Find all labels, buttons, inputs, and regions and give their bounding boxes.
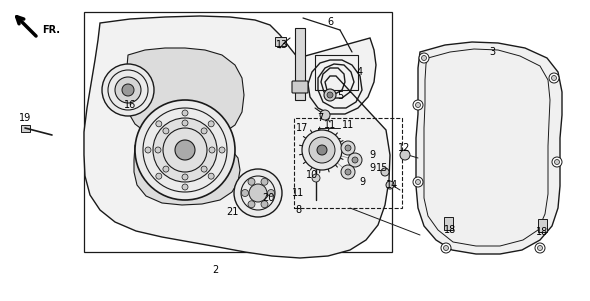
Circle shape [102, 64, 154, 116]
Circle shape [209, 147, 215, 153]
Circle shape [248, 178, 255, 185]
FancyBboxPatch shape [444, 216, 453, 229]
Text: 15: 15 [376, 163, 388, 173]
Circle shape [208, 121, 214, 127]
Circle shape [135, 100, 235, 200]
Bar [294, 118, 402, 208]
Circle shape [201, 166, 207, 172]
Polygon shape [84, 16, 390, 258]
Text: 20: 20 [262, 193, 274, 203]
Circle shape [341, 165, 355, 179]
Circle shape [327, 92, 333, 98]
Bar [84, 12, 392, 252]
Circle shape [267, 190, 274, 197]
Text: 3: 3 [489, 47, 495, 57]
Circle shape [345, 145, 351, 151]
Text: 9: 9 [359, 177, 365, 187]
Circle shape [182, 110, 188, 116]
Circle shape [156, 173, 162, 179]
Polygon shape [416, 42, 562, 254]
Circle shape [441, 243, 451, 253]
Text: 10: 10 [306, 170, 318, 180]
FancyBboxPatch shape [274, 36, 286, 45]
Text: FR.: FR. [42, 25, 60, 35]
Circle shape [208, 173, 214, 179]
Circle shape [386, 181, 394, 189]
Circle shape [219, 147, 225, 153]
Circle shape [302, 130, 342, 170]
Circle shape [413, 177, 423, 187]
Polygon shape [125, 48, 244, 140]
Circle shape [175, 140, 195, 160]
Circle shape [549, 73, 559, 83]
FancyBboxPatch shape [537, 219, 546, 231]
Circle shape [317, 145, 327, 155]
Circle shape [182, 120, 188, 126]
Text: 11: 11 [342, 120, 354, 130]
Circle shape [444, 246, 448, 250]
Text: 2: 2 [212, 265, 218, 275]
Circle shape [421, 55, 427, 61]
Circle shape [537, 246, 542, 250]
Circle shape [156, 121, 162, 127]
Circle shape [261, 178, 268, 185]
FancyBboxPatch shape [292, 81, 308, 93]
Text: 14: 14 [386, 180, 398, 190]
Circle shape [415, 179, 421, 185]
Circle shape [163, 128, 169, 134]
Circle shape [400, 150, 410, 160]
Circle shape [201, 128, 207, 134]
Circle shape [234, 169, 282, 217]
Text: 21: 21 [226, 207, 238, 217]
Circle shape [552, 76, 556, 80]
Text: 11: 11 [292, 188, 304, 198]
Text: 4: 4 [357, 67, 363, 77]
Circle shape [341, 141, 355, 155]
Circle shape [320, 110, 330, 120]
Circle shape [249, 184, 267, 202]
Bar [295, 28, 305, 100]
Circle shape [155, 147, 161, 153]
Text: 18: 18 [536, 227, 548, 237]
Text: 13: 13 [276, 40, 288, 50]
Circle shape [312, 174, 320, 182]
Circle shape [145, 147, 151, 153]
Circle shape [419, 53, 429, 63]
Circle shape [241, 190, 248, 197]
Text: 5: 5 [337, 91, 343, 101]
Circle shape [352, 157, 358, 163]
Circle shape [324, 89, 336, 101]
Text: 7: 7 [317, 113, 323, 123]
Circle shape [381, 168, 389, 176]
Circle shape [122, 84, 134, 96]
Circle shape [415, 103, 421, 107]
Text: 17: 17 [296, 123, 308, 133]
Text: 6: 6 [327, 17, 333, 27]
Circle shape [345, 169, 351, 175]
Circle shape [182, 184, 188, 190]
Circle shape [248, 201, 255, 208]
Text: 11: 11 [324, 120, 336, 130]
Text: 9: 9 [369, 150, 375, 160]
Text: 12: 12 [398, 143, 410, 153]
Circle shape [261, 201, 268, 208]
Text: 19: 19 [19, 113, 31, 123]
FancyBboxPatch shape [21, 125, 30, 132]
Circle shape [413, 100, 423, 110]
Polygon shape [134, 140, 240, 205]
Circle shape [182, 174, 188, 180]
Circle shape [153, 118, 217, 182]
Circle shape [552, 157, 562, 167]
Circle shape [163, 166, 169, 172]
Circle shape [309, 137, 335, 163]
Circle shape [348, 153, 362, 167]
Text: 16: 16 [124, 100, 136, 110]
Circle shape [555, 160, 559, 165]
Text: 18: 18 [444, 225, 456, 235]
Circle shape [115, 77, 141, 103]
Circle shape [535, 243, 545, 253]
Text: 9: 9 [369, 163, 375, 173]
Text: 8: 8 [295, 205, 301, 215]
